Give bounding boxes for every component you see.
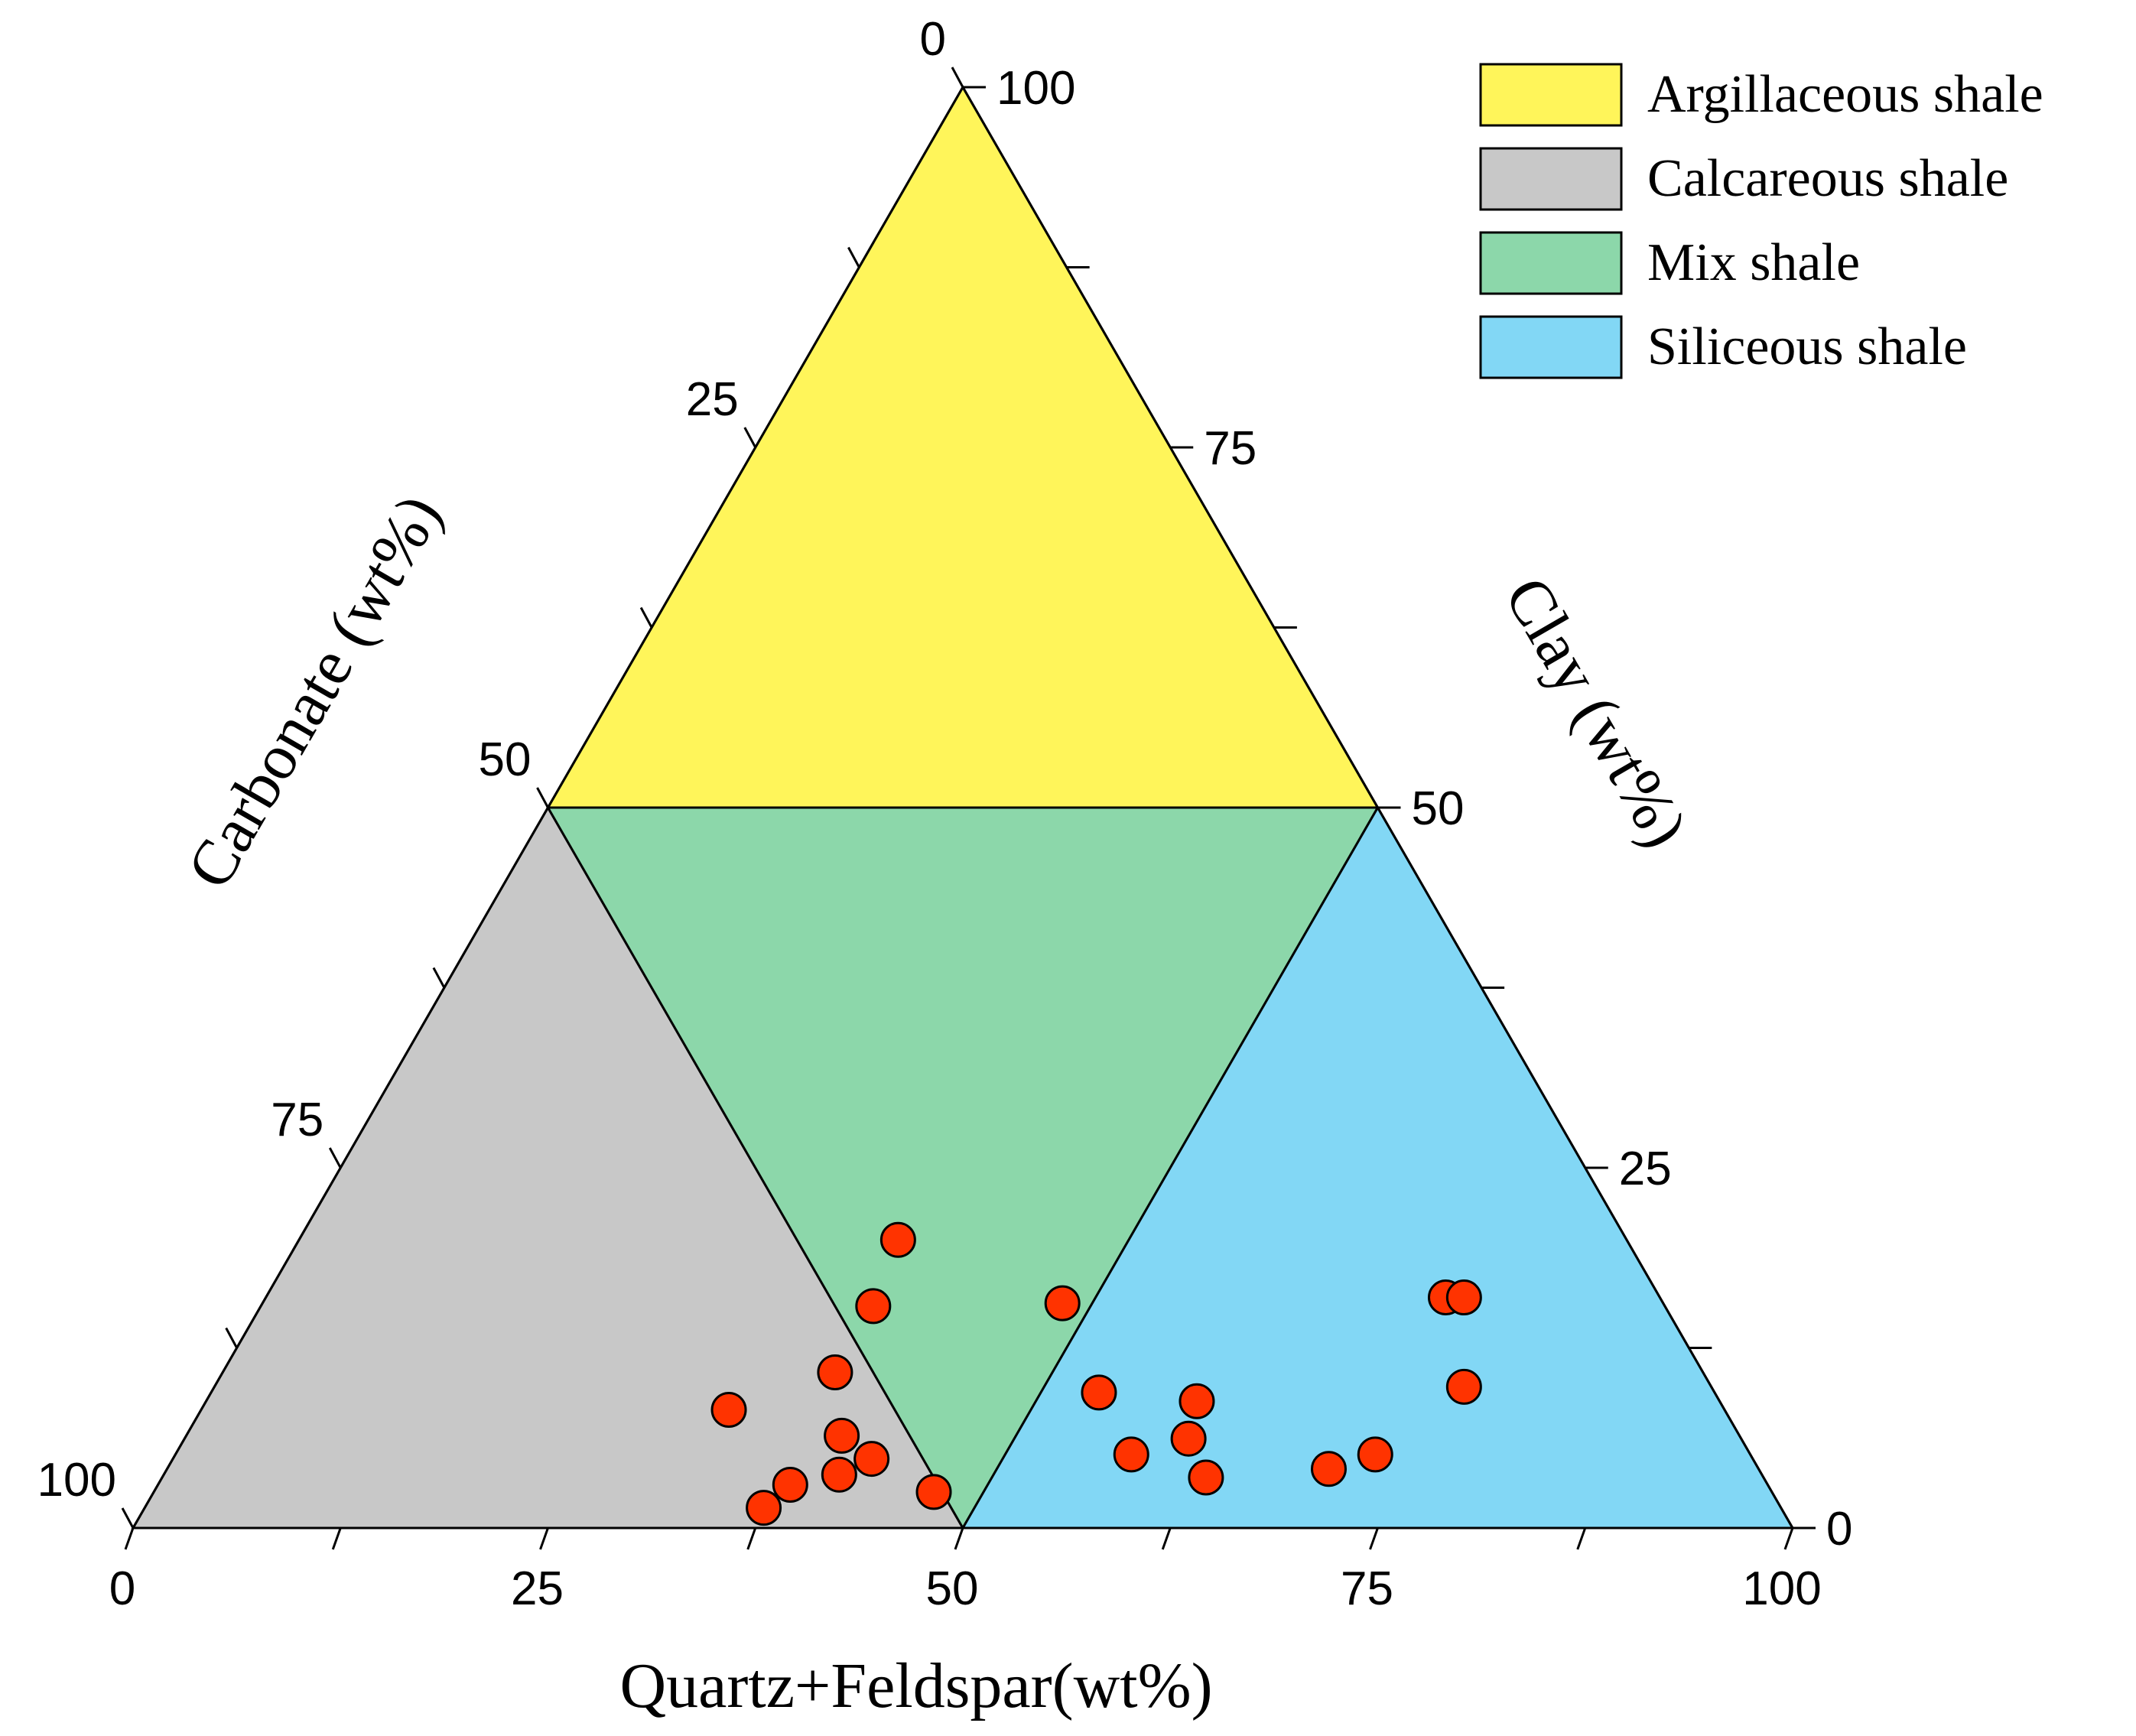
legend-swatch	[1479, 231, 1623, 295]
tick-labels-layer: 0 0 0 25 25 25 50 50 50 75 75 75 100 100 100	[37, 13, 1853, 1615]
data-point	[1445, 1368, 1482, 1405]
data-point	[915, 1474, 952, 1510]
data-point	[1310, 1451, 1347, 1487]
right-tick-label: 50	[1412, 782, 1465, 835]
bottom-tick	[124, 1527, 135, 1550]
right-axis-title: Clay (wt%)	[1491, 565, 1701, 859]
data-point	[1188, 1459, 1224, 1496]
data-point	[1445, 1279, 1482, 1316]
bottom-tick	[331, 1527, 342, 1550]
data-point	[772, 1466, 808, 1503]
bottom-tick	[1783, 1527, 1794, 1550]
bottom-tick-label: 50	[926, 1562, 979, 1615]
data-point	[1179, 1383, 1215, 1419]
left-tick-label: 100	[37, 1454, 116, 1507]
bottom-tick-label: 0	[109, 1562, 135, 1615]
left-tick-label: 25	[686, 373, 739, 426]
points-layer	[710, 1221, 1482, 1526]
bottom-axis-title: Quartz+Feldspar(wt%)	[619, 1650, 1212, 1721]
bottom-tick-label: 25	[511, 1562, 564, 1615]
left-tick	[951, 67, 964, 88]
legend-label: Mix shale	[1647, 233, 1860, 292]
data-point	[746, 1490, 782, 1526]
right-tick-label: 25	[1619, 1143, 1672, 1195]
legend-swatch	[1479, 63, 1623, 127]
ticks-layer	[121, 67, 1816, 1550]
left-tick	[536, 787, 549, 808]
left-tick-label: 50	[479, 733, 532, 786]
legend-label: Argillaceous shale	[1647, 65, 2043, 124]
bottom-tick	[539, 1527, 549, 1550]
bottom-tick-label: 100	[1742, 1562, 1821, 1615]
legend-label: Siliceous shale	[1647, 317, 1967, 376]
bottom-tick-label: 75	[1341, 1562, 1393, 1615]
data-point	[821, 1456, 857, 1493]
right-tick-label: 100	[996, 62, 1075, 115]
left-axis-title: Carbonate (wt%)	[174, 483, 456, 900]
left-tick-label: 0	[920, 13, 946, 66]
bottom-tick	[954, 1527, 964, 1550]
data-point	[710, 1392, 747, 1429]
data-point	[1044, 1285, 1081, 1322]
regions-layer	[131, 84, 1795, 1531]
left-tick	[639, 606, 653, 629]
data-point	[1357, 1436, 1393, 1473]
legend-swatch	[1479, 315, 1623, 379]
bottom-tick	[1576, 1527, 1587, 1550]
data-point	[817, 1354, 853, 1391]
data-point	[853, 1441, 890, 1478]
bottom-tick	[1161, 1527, 1172, 1550]
right-tick-label: 0	[1826, 1503, 1852, 1556]
left-tick	[121, 1507, 135, 1529]
left-tick	[847, 246, 860, 268]
data-point	[824, 1417, 860, 1454]
data-point	[855, 1288, 892, 1325]
right-tick-label: 75	[1204, 422, 1257, 475]
data-point	[1113, 1436, 1149, 1473]
data-point	[879, 1221, 916, 1258]
left-tick	[432, 967, 446, 989]
legend-swatch	[1479, 147, 1623, 211]
left-tick-label: 75	[271, 1094, 323, 1146]
data-point	[1170, 1420, 1207, 1457]
left-tick	[225, 1327, 238, 1349]
legend-label: Calcareous shale	[1647, 149, 2008, 208]
data-point	[1081, 1374, 1117, 1411]
left-tick	[328, 1147, 342, 1169]
bottom-tick	[746, 1527, 757, 1550]
bottom-tick	[1369, 1527, 1379, 1550]
legend: Argillaceous shale Calcareous shale Mix sh…	[1479, 63, 2043, 379]
left-tick	[743, 427, 757, 448]
